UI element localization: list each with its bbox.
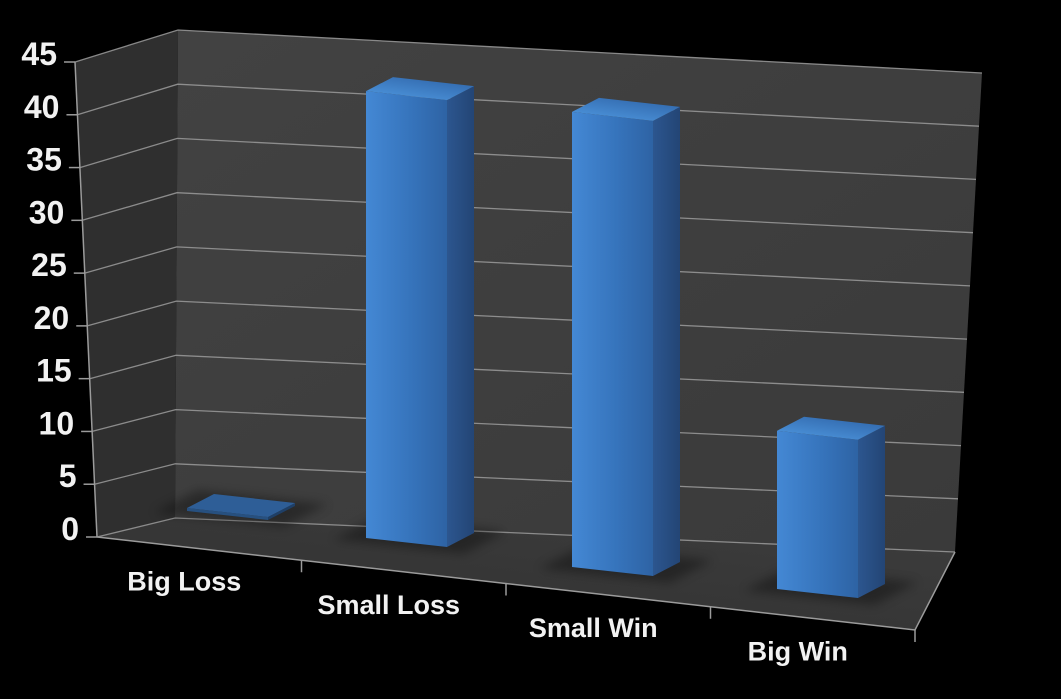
bar-front-face <box>777 430 858 598</box>
gridline <box>91 408 962 447</box>
y-axis-label: 40 <box>24 89 60 125</box>
gridline <box>94 463 959 500</box>
y-axis-label: 30 <box>29 194 65 230</box>
bar-front-face <box>187 508 268 520</box>
y-axis-label: 0 <box>61 511 79 547</box>
gridline <box>79 137 977 181</box>
gridline <box>96 517 956 553</box>
bar-big-loss <box>187 494 295 520</box>
y-axis-label: 20 <box>34 300 70 336</box>
y-axis-label: 5 <box>59 458 77 494</box>
bar-front-face <box>572 111 653 577</box>
bar-side-face <box>447 86 474 547</box>
bar-small-win <box>572 97 680 577</box>
category-label: Big Loss <box>127 567 241 597</box>
bar-front-face <box>366 91 447 547</box>
y-axis-label: 45 <box>21 36 57 72</box>
gridline <box>89 354 965 393</box>
bar-top-face <box>187 494 295 517</box>
y-axis-label: 10 <box>39 405 75 441</box>
bar-small-loss <box>366 77 474 547</box>
bar-side-face <box>268 503 295 520</box>
y-axis-label: 35 <box>26 142 62 178</box>
bar-top-face <box>366 77 474 101</box>
gridline <box>74 29 983 74</box>
y-axis-line <box>74 61 98 538</box>
side-wall <box>75 30 178 537</box>
gridline <box>82 192 974 234</box>
y-axis-label: 15 <box>36 353 72 389</box>
gridline <box>84 246 971 287</box>
category-label: Big Win <box>748 636 848 666</box>
bar-big-win <box>777 416 885 598</box>
bar-side-face <box>653 106 680 577</box>
bar-top-face <box>777 416 885 440</box>
bar-top-face <box>572 97 680 121</box>
bar-side-face <box>858 425 885 598</box>
gridline <box>77 83 980 127</box>
category-label: Small Loss <box>317 590 460 620</box>
floor <box>97 518 955 630</box>
category-label: Small Win <box>529 613 658 643</box>
gridline <box>87 300 968 340</box>
y-axis-label: 25 <box>31 247 67 283</box>
